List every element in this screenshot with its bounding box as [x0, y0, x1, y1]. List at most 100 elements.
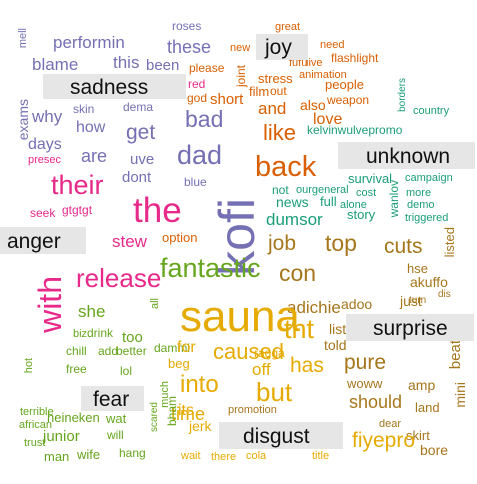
label-joy: joy: [256, 34, 308, 60]
label-surprise: surprise: [346, 314, 474, 341]
word-skin: skin: [73, 102, 95, 116]
label-anger: anger: [0, 227, 86, 254]
word-survival: survival: [348, 171, 393, 186]
word-and: and: [258, 99, 287, 118]
word-how: how: [76, 119, 106, 136]
word-exams: exams: [15, 99, 31, 141]
word-film: film: [249, 84, 270, 99]
word-dumsor: dumsor: [266, 210, 323, 229]
word-hang: hang: [119, 446, 146, 460]
word-cuts: cuts: [384, 235, 423, 258]
word-also: also: [300, 97, 326, 113]
word-mini: mini: [452, 382, 468, 408]
word-people: people: [325, 77, 365, 92]
word-beat: beat: [447, 340, 464, 370]
word-list: list: [329, 321, 347, 337]
word-uve: uve: [130, 151, 155, 168]
word-presec: presec: [28, 154, 62, 166]
word-mell: mell: [17, 28, 29, 49]
word-land: land: [415, 400, 440, 415]
word-news: news: [276, 194, 309, 210]
word-why: why: [32, 107, 63, 126]
word-live: live: [306, 57, 323, 69]
word-wait: wait: [181, 450, 201, 462]
word-fufu: fufu: [289, 57, 308, 69]
word-adichie: adichie: [287, 298, 341, 317]
word-been: been: [146, 57, 180, 74]
word-fantastic: fantastic: [160, 253, 261, 283]
word-lol: lol: [120, 364, 133, 378]
word-great: great: [275, 21, 301, 33]
word-weapon: weapon: [327, 93, 370, 107]
word-junior: junior: [43, 428, 80, 445]
word-out: out: [270, 84, 287, 98]
word-stew: stew: [112, 232, 147, 251]
word-heineken: heineken: [47, 410, 100, 425]
word-its: its: [178, 402, 194, 419]
word-dema: dema: [123, 100, 154, 114]
word-beg: beg: [168, 356, 190, 371]
word-ragga: ragga: [254, 346, 285, 360]
word-like: like: [263, 120, 297, 145]
word-short: short: [210, 91, 244, 108]
word-triggered: triggered: [405, 212, 449, 224]
word-please: please: [189, 61, 225, 75]
label-fear: fear: [81, 386, 144, 411]
word-drink: drink: [87, 326, 114, 340]
word-off: off: [252, 360, 271, 379]
word-blue: blue: [184, 175, 207, 189]
word-chill: chill: [66, 344, 87, 358]
word-campaign: campaign: [405, 172, 453, 184]
word-dis: dis: [438, 289, 451, 300]
word-told: told: [324, 337, 347, 353]
word-pure: pure: [344, 351, 387, 374]
word-borders: borders: [397, 78, 408, 112]
word-with: with: [32, 276, 68, 333]
word-wanlov: wanlov: [387, 180, 401, 218]
word-into: into: [180, 371, 219, 398]
word-alone: alone: [340, 199, 367, 211]
word-fiyepro: fiyepro: [352, 429, 416, 452]
word-african: african: [19, 419, 53, 431]
word-terrible: terrible: [20, 406, 54, 418]
word-blame: blame: [32, 55, 79, 74]
word-all: all: [149, 298, 161, 310]
word-bore: bore: [420, 442, 449, 458]
word-the: the: [133, 191, 182, 230]
word-kelvinwulvepromo: kelvinwulvepromo: [307, 123, 403, 137]
word-dad: dad: [177, 140, 223, 170]
word-will: will: [107, 428, 124, 442]
word-this: this: [113, 53, 140, 72]
word-are: are: [81, 146, 108, 166]
word-title: title: [312, 450, 330, 462]
word-stress: stress: [258, 71, 293, 86]
word-man: man: [44, 449, 70, 464]
word-trust: trust: [24, 437, 46, 449]
word-joint: joint: [234, 65, 248, 88]
label-sadness: sadness: [43, 74, 186, 99]
word-story: story: [347, 207, 376, 222]
word-animation: animation: [299, 69, 347, 81]
word-woww: woww: [347, 376, 383, 391]
word-there: there: [211, 451, 237, 463]
word-full: full: [320, 194, 337, 209]
word-days: days: [28, 136, 62, 153]
word-add: add: [98, 344, 119, 358]
word-new: new: [230, 42, 251, 54]
word-roses: roses: [172, 19, 202, 33]
word-skirt: skirt: [406, 428, 430, 443]
word-free: free: [66, 362, 87, 376]
word-amp: amp: [408, 377, 436, 393]
label-disgust: disgust: [219, 422, 343, 449]
word-release: release: [76, 263, 162, 293]
word-dear: dear: [379, 418, 402, 430]
word-gtgtgt: gtgtgt: [62, 203, 93, 217]
word-bad: bad: [185, 106, 224, 132]
word-biz: biz: [73, 328, 88, 340]
word-turn: turn: [409, 295, 427, 306]
word-time: time: [171, 404, 206, 424]
word-adoo: adoo: [341, 296, 373, 312]
word-top: top: [325, 230, 357, 256]
word-wife: wife: [77, 447, 101, 462]
